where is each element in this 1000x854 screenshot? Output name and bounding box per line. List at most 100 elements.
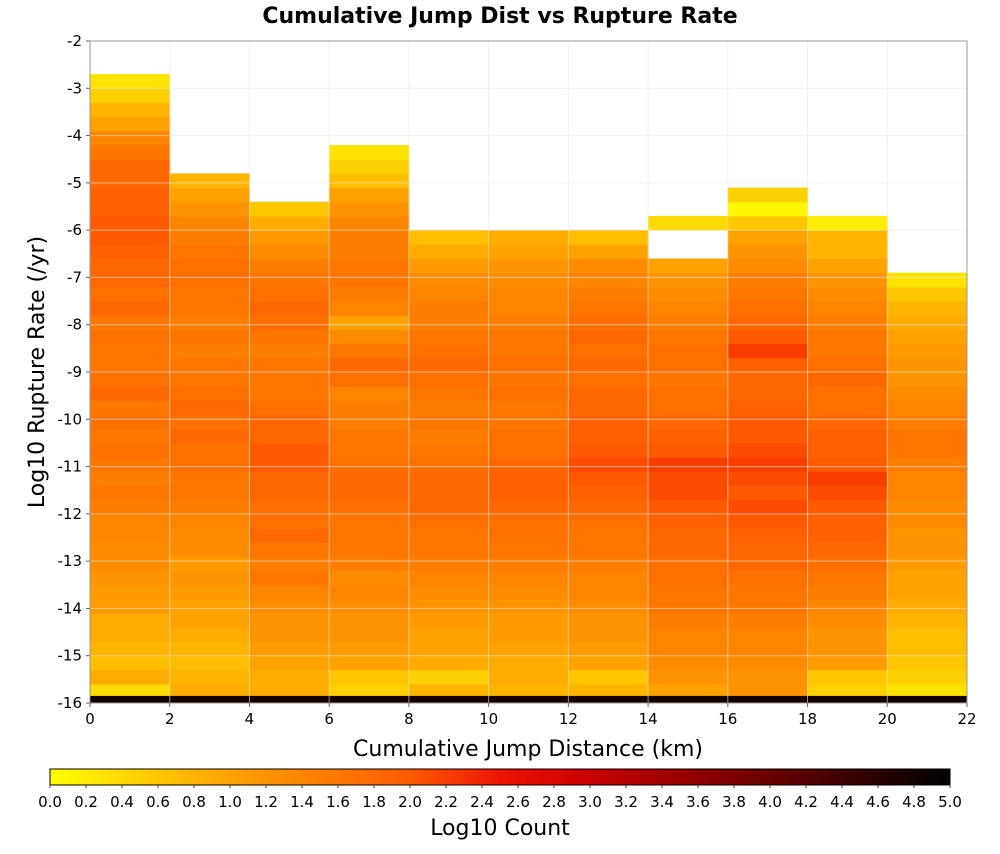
heatmap-cell <box>90 556 171 572</box>
heatmap-cell <box>329 684 410 699</box>
heatmap-cell <box>727 513 809 529</box>
heatmap-cell <box>887 570 968 586</box>
heatmap-cell <box>169 286 250 302</box>
heatmap-cell <box>169 329 250 345</box>
heatmap-cell <box>488 485 569 501</box>
heatmap-cell <box>249 442 330 458</box>
heatmap-cell <box>488 357 569 373</box>
heatmap-cell <box>249 428 330 444</box>
x-axis-label: Cumulative Jump Distance (km) <box>353 737 703 762</box>
heatmap-cell <box>568 684 649 699</box>
heatmap-cell <box>807 372 888 387</box>
heatmap-cell <box>648 315 729 330</box>
heatmap-cell <box>807 684 888 699</box>
heatmap-cell <box>568 570 649 586</box>
heatmap-cell <box>169 485 250 501</box>
colorbar-tick-label: 3.4 <box>650 793 674 811</box>
heatmap-cell <box>249 301 330 316</box>
heatmap-cell <box>408 315 490 330</box>
heatmap-cell <box>568 442 649 458</box>
heatmap-cell <box>329 542 410 557</box>
heatmap-cell <box>408 584 490 600</box>
heatmap-cell <box>568 301 649 316</box>
heatmap-cell <box>329 457 410 472</box>
heatmap-cell <box>169 272 250 288</box>
heatmap-cell <box>568 400 649 416</box>
colorbar-tick-label: 0.0 <box>38 793 62 811</box>
heatmap-cell <box>169 315 250 330</box>
heatmap-cell <box>887 655 968 671</box>
heatmap-cell <box>807 542 888 557</box>
heatmap-cell <box>727 215 809 231</box>
heatmap-cell <box>169 627 250 643</box>
heatmap-cell <box>648 272 729 288</box>
heatmap-cell <box>727 584 809 600</box>
heatmap-cell <box>568 343 649 359</box>
heatmap-cell <box>249 584 330 600</box>
heatmap-cell <box>329 230 410 245</box>
x-tick-label: 2 <box>165 710 175 728</box>
heatmap-cell <box>329 598 410 614</box>
heatmap-cell <box>727 187 809 203</box>
colorbar-tick-label: 0.8 <box>182 793 206 811</box>
heatmap-cell <box>488 442 569 458</box>
heatmap-cell <box>807 485 888 501</box>
heatmap-cell <box>249 244 330 260</box>
heatmap-cell <box>727 655 809 671</box>
heatmap-cell <box>329 641 410 657</box>
heatmap-cell <box>169 584 250 600</box>
colorbar-tick-label: 3.6 <box>686 793 710 811</box>
y-axis-ticks: -2 -3 -4 -5 -6 -7 -8 -9 -10 -11 -12 -13 -14 -15 -16 <box>58 32 90 712</box>
heatmap-cell <box>90 173 171 189</box>
heatmap-cell <box>887 669 968 685</box>
y-tick-label: -5 <box>67 174 82 192</box>
heatmap-cell <box>887 485 968 501</box>
heatmap-cell <box>727 613 809 628</box>
heatmap-cell <box>408 343 490 359</box>
heatmap-cell <box>648 457 729 472</box>
heatmap-cell <box>249 485 330 501</box>
heatmap-cell <box>169 428 250 444</box>
heatmap-cell <box>249 598 330 614</box>
heatmap-cell <box>169 386 250 401</box>
heatmap-cell <box>329 258 410 274</box>
heatmap-cell <box>169 684 250 699</box>
heatmap-cell <box>488 499 569 515</box>
colorbar-tick-label: 0.6 <box>146 793 170 811</box>
heatmap-cell <box>90 528 171 543</box>
heatmap-cell <box>249 556 330 572</box>
heatmap-cell <box>249 286 330 302</box>
x-tick-label: 14 <box>639 710 658 728</box>
y-tick-label: -3 <box>67 79 82 97</box>
heatmap-cell <box>169 201 250 217</box>
colorbar-label: Log10 Count <box>430 816 570 841</box>
heatmap-cell <box>329 386 410 401</box>
heatmap-cell <box>90 230 171 245</box>
x-axis-ticks: 0 2 4 6 8 10 12 14 16 18 20 22 <box>85 703 977 728</box>
heatmap-cell <box>408 301 490 316</box>
heatmap-cell <box>807 357 888 373</box>
heatmap-cell <box>169 357 250 373</box>
colorbar-tick-label: 1.8 <box>362 793 386 811</box>
heatmap-cell <box>488 641 569 657</box>
heatmap-cell <box>90 655 171 671</box>
heatmap-cell <box>727 414 809 430</box>
heatmap-cell <box>169 669 250 685</box>
chart-title: Cumulative Jump Dist vs Rupture Rate <box>262 4 737 29</box>
y-tick-label: -16 <box>58 694 83 712</box>
heatmap-cell <box>568 669 649 685</box>
heatmap-cell <box>807 258 888 274</box>
heatmap-cell <box>648 343 729 359</box>
heatmap-cell <box>90 542 171 557</box>
heatmap-cell <box>488 428 569 444</box>
heatmap-cell <box>727 556 809 572</box>
heatmap-cell <box>887 286 968 302</box>
heatmap-cell <box>648 613 729 628</box>
heatmap-cell <box>329 627 410 643</box>
heatmap-cell <box>648 684 729 699</box>
heatmap-cell <box>488 301 569 316</box>
heatmap-cell <box>329 513 410 529</box>
heatmap-cell <box>807 301 888 316</box>
heatmap-cell <box>329 655 410 671</box>
